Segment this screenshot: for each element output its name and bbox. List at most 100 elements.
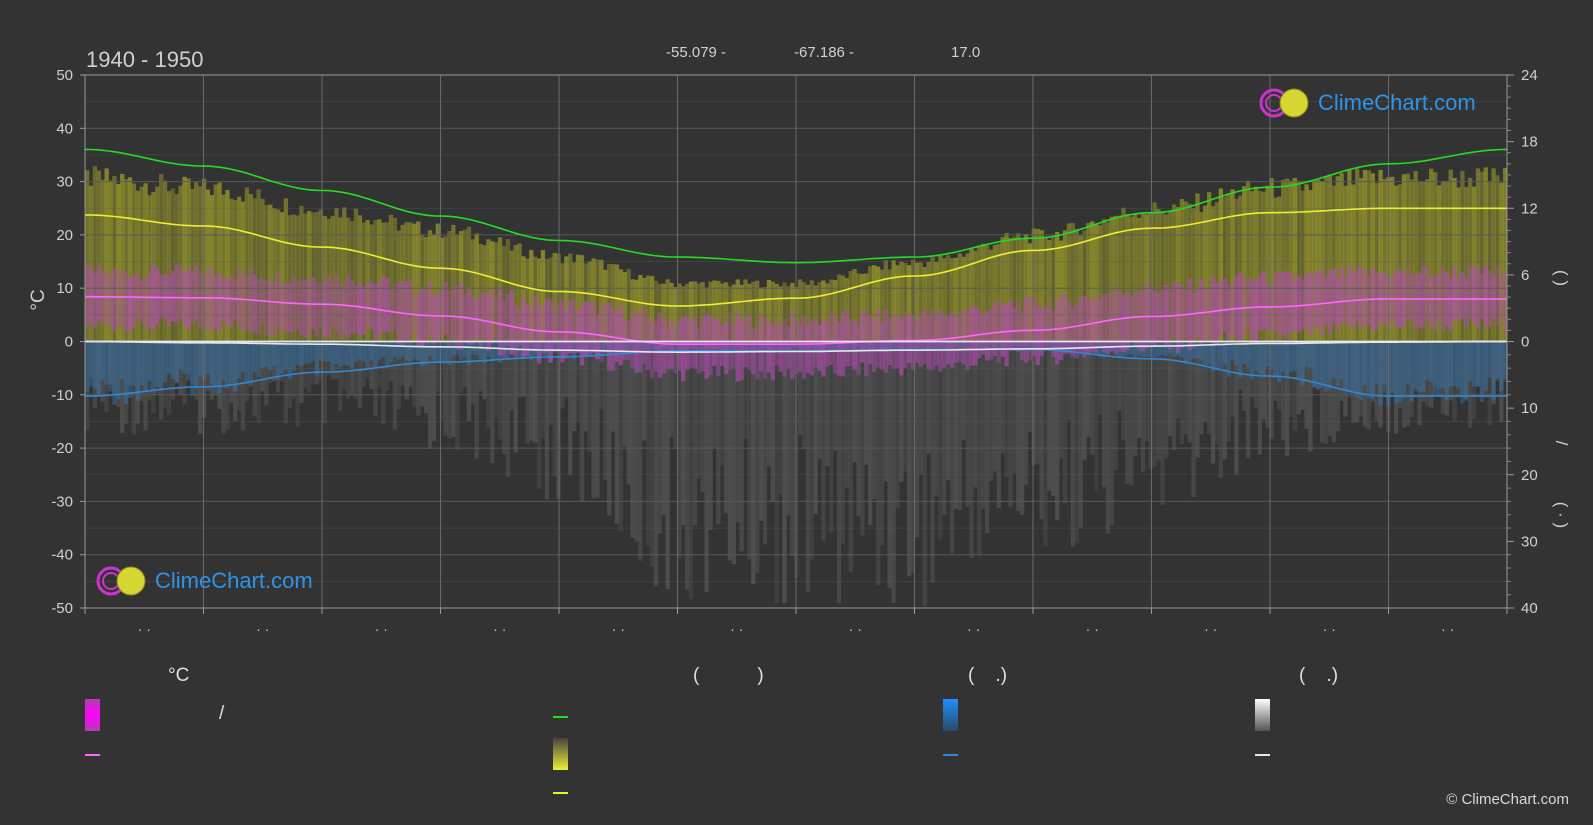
precip-day-bar	[564, 341, 569, 398]
rain-day-bar	[505, 341, 511, 359]
temp-day-bar	[509, 290, 514, 355]
precip-day-bar	[170, 341, 176, 400]
sunshine-day-bar	[992, 244, 998, 342]
rain-day-bar	[462, 341, 468, 357]
temp-day-bar	[657, 312, 662, 378]
temp-day-bar	[1175, 283, 1181, 354]
precip-day-bar	[1491, 341, 1496, 405]
temp-day-bar	[310, 277, 316, 330]
rain-day-bar	[1394, 341, 1399, 404]
precip-day-bar	[1288, 341, 1294, 418]
rain-day-bar	[1288, 341, 1294, 373]
precip-day-bar	[903, 341, 908, 472]
sunshine-day-bar	[1043, 237, 1048, 342]
rain-day-bar	[1358, 341, 1364, 401]
sunshine-day-bar	[155, 186, 160, 342]
precip-day-bar	[1308, 341, 1313, 452]
rain-day-bar	[240, 341, 246, 373]
temp-day-bar	[583, 301, 588, 356]
sunshine-day-bar	[388, 214, 394, 342]
precip-day-bar	[684, 341, 690, 590]
sunshine-day-bar	[1086, 222, 1091, 342]
precip-day-bar	[661, 341, 666, 516]
rain-day-bar	[1195, 341, 1200, 359]
temp-day-bar	[1436, 274, 1442, 321]
sunshine-day-bar	[334, 208, 339, 342]
rain-day-bar	[1421, 341, 1426, 393]
precip-day-bar	[579, 341, 585, 503]
precip-day-bar	[1269, 341, 1274, 439]
temp-day-bar	[190, 270, 195, 323]
temp-day-bar	[353, 285, 359, 333]
rain-day-bar	[236, 341, 242, 379]
sunshine-day-bar	[1436, 185, 1442, 342]
sunshine-day-bar	[361, 222, 366, 342]
sunshine-day-bar	[638, 274, 643, 342]
rain-day-bar	[1129, 341, 1134, 354]
sunshine-day-bar	[981, 243, 986, 342]
logo-bottom[interactable]: ClimeChart.com	[95, 565, 313, 597]
rain-day-bar	[459, 341, 464, 360]
rain-day-bar	[774, 341, 779, 353]
precip-day-bar	[151, 341, 156, 414]
rain-day-bar	[833, 341, 838, 351]
precip-day-bar	[953, 341, 959, 509]
rain-day-bar	[1284, 341, 1290, 376]
temp-day-bar	[1343, 276, 1348, 324]
rain-day-bar	[361, 341, 366, 362]
sunshine-day-bar	[665, 279, 670, 342]
precip-day-bar	[466, 341, 472, 421]
precip-day-bar	[1351, 341, 1356, 423]
right-top-tick-label: 24	[1521, 67, 1538, 84]
precip-day-bar	[517, 341, 522, 398]
temp-day-bar	[758, 313, 764, 372]
sunshine-day-bar	[988, 249, 994, 342]
sunshine-day-bar	[762, 287, 768, 342]
logo-top[interactable]: ClimeChart.com	[1258, 87, 1476, 119]
sunshine-day-bar	[217, 182, 222, 342]
precip-day-bar	[1456, 341, 1461, 397]
temp-day-bar	[1016, 302, 1021, 353]
precip-day-bar	[844, 341, 849, 488]
precip-day-bar	[840, 341, 846, 544]
precip-day-bar	[1020, 341, 1025, 515]
precip-day-bar	[1016, 341, 1021, 511]
precip-day-bar	[1070, 341, 1075, 547]
precip-day-bar	[159, 341, 164, 421]
rain-day-bar	[330, 341, 335, 371]
rain-day-bar	[104, 341, 109, 385]
temp-day-bar	[127, 278, 133, 331]
precip-day-bar	[540, 341, 546, 438]
precip-day-bar	[451, 341, 456, 438]
month-label: · ·	[849, 621, 862, 637]
temp-day-bar	[178, 265, 183, 319]
precip-day-bar	[782, 341, 787, 604]
precip-day-bar	[797, 341, 803, 435]
sunshine-day-bar	[143, 183, 148, 342]
rain-day-bar	[268, 341, 273, 371]
rain-day-bar	[1390, 341, 1395, 393]
sunshine-day-bar	[864, 273, 869, 342]
rain-day-bar	[427, 341, 433, 356]
sunshine-day-bar	[174, 193, 179, 342]
temp-day-bar	[762, 316, 768, 379]
temp-day-bar	[564, 309, 569, 359]
sunshine-day-bar	[1253, 186, 1259, 342]
precip-day-bar	[895, 341, 900, 509]
precip-day-bar	[887, 341, 892, 589]
precip-day-bar	[1409, 341, 1414, 418]
rain-day-bar	[342, 341, 347, 366]
precip-day-bar	[357, 341, 363, 408]
rain-day-bar	[1429, 341, 1434, 383]
sunshine-day-bar	[1020, 239, 1025, 342]
sunshine-day-bar	[190, 188, 195, 342]
rain-day-bar	[875, 341, 881, 348]
precip-day-bar	[575, 341, 581, 422]
sunshine-day-bar	[1347, 170, 1352, 342]
temp-day-bar	[474, 298, 479, 338]
precip-day-bar	[1464, 341, 1469, 401]
rain-day-bar	[642, 341, 647, 354]
sunshine-day-bar	[681, 286, 686, 342]
precip-day-bar	[1101, 341, 1107, 488]
rain-day-bar	[408, 341, 413, 362]
